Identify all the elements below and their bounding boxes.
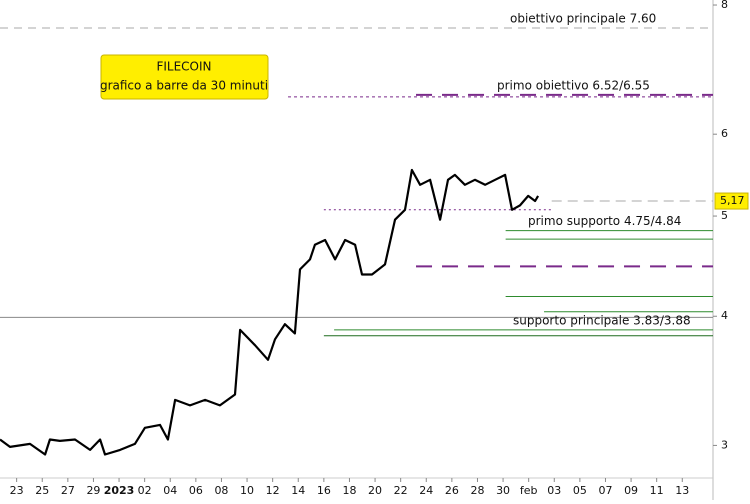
x-tick-label: 28 (470, 484, 484, 497)
x-tick-label: 05 (573, 484, 587, 497)
x-tick-label: 20 (368, 484, 382, 497)
x-tick-label: 26 (445, 484, 459, 497)
level-label: primo supporto 4.75/4.84 (528, 214, 681, 228)
chart-title: FILECOIN (156, 60, 211, 74)
x-tick-label: 02 (138, 484, 152, 497)
x-tick-label: 14 (291, 484, 305, 497)
x-tick-label: 25 (35, 484, 49, 497)
x-tick-label: 03 (547, 484, 561, 497)
title-box (100, 54, 269, 100)
x-tick-label: 2023 (104, 484, 135, 497)
price-line (0, 168, 540, 456)
x-tick-label: 27 (61, 484, 75, 497)
x-tick-label: 13 (675, 484, 689, 497)
x-tick-label: 23 (10, 484, 24, 497)
x-tick-label: 22 (394, 484, 408, 497)
x-tick-label: 24 (419, 484, 433, 497)
level-label: supporto principale 3.83/3.88 (513, 313, 691, 327)
last-price-label: 5,17 (720, 194, 745, 207)
x-tick-label: 07 (598, 484, 612, 497)
x-tick-label: 09 (624, 484, 638, 497)
y-tick-label: 8 (721, 0, 728, 11)
chart-subtitle: grafico a barre da 30 minuti (100, 79, 268, 93)
y-tick-label: 3 (721, 438, 728, 451)
level-label: primo obiettivo 6.52/6.55 (497, 78, 650, 92)
x-tick-label: 04 (163, 484, 177, 497)
x-tick-label: 30 (496, 484, 510, 497)
axes: 3 4 5 6 8 23 25 27 29 2023 02 04 06 08 10 12 14 16 18 20 22 2… (10, 0, 749, 497)
x-tick-label: 11 (650, 484, 664, 497)
x-tick-label: 16 (317, 484, 331, 497)
x-tick-label: 06 (189, 484, 203, 497)
y-tick-label: 5 (721, 209, 728, 222)
y-tick-label: 6 (721, 127, 728, 140)
x-tick-label: 18 (342, 484, 356, 497)
x-tick-label: 12 (266, 484, 280, 497)
x-tick-label: 29 (86, 484, 100, 497)
y-tick-label: 4 (721, 309, 728, 322)
series (0, 168, 540, 456)
last-price-box (714, 192, 749, 210)
x-tick-label: feb (520, 484, 538, 497)
x-tick-label: 08 (214, 484, 228, 497)
level-label: obiettivo principale 7.60 (510, 12, 656, 26)
x-tick-label: 10 (240, 484, 254, 497)
levels: obiettivo principale 7.60 primo obiettivo… (0, 12, 713, 337)
